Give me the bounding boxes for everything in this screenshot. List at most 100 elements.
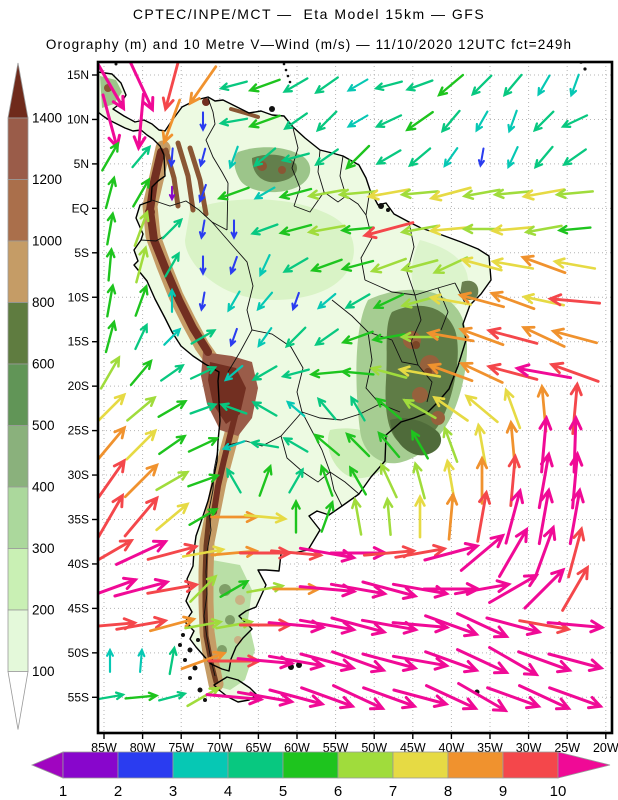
orography-colorbar-segment xyxy=(7,425,29,488)
wind-arrow xyxy=(189,402,218,415)
longitude-tick-label: 70W xyxy=(207,741,233,755)
wind-arrow xyxy=(98,458,127,501)
wind-arrow xyxy=(486,686,542,710)
wind-colorbar-segment xyxy=(282,751,339,779)
wind-colorbar-label: 5 xyxy=(279,783,287,800)
wind-arrow xyxy=(149,615,197,633)
wind-arrow xyxy=(537,487,554,546)
wind-arrow xyxy=(146,542,199,561)
wind-arrow xyxy=(425,684,479,711)
country-border xyxy=(226,182,229,231)
wind-arrow xyxy=(561,564,589,612)
orography-colorbar-segment xyxy=(7,609,29,672)
wind-arrow xyxy=(567,526,586,579)
orography-colorbar-label: 200 xyxy=(32,603,55,618)
orography-colorbar-label: 300 xyxy=(32,541,55,556)
country-border xyxy=(291,127,301,207)
longitude-tick-label: 25W xyxy=(554,741,580,755)
wind-arrow xyxy=(329,582,388,599)
orography-under-arrow xyxy=(7,671,29,730)
wind-arrow xyxy=(456,648,510,675)
wind-arrow xyxy=(517,650,573,674)
wind-colorbar-label: 3 xyxy=(169,783,177,800)
wind-arrow xyxy=(397,365,442,378)
wind-arrow xyxy=(489,290,536,311)
wind-colorbar-label: 9 xyxy=(499,783,507,800)
wind-arrow xyxy=(282,437,309,453)
wind-arrow xyxy=(199,111,207,132)
wind-arrow xyxy=(306,224,346,236)
wind-arrow xyxy=(259,254,271,278)
wind-arrow xyxy=(432,395,469,422)
orography-colorbar-segment xyxy=(7,486,29,549)
wind-arrow xyxy=(187,473,221,488)
orography-colorbar-segment xyxy=(7,117,29,180)
orography-colorbar-segment xyxy=(7,179,29,242)
orography-colorbar-segment xyxy=(7,548,29,611)
wind-arrow xyxy=(218,117,249,127)
latitude-tick-label: 25S xyxy=(68,424,89,438)
wind-arrow xyxy=(464,394,499,424)
wind-arrow xyxy=(314,328,339,347)
wind-arrow xyxy=(427,362,474,383)
wind-arrow xyxy=(422,582,482,596)
wind-arrow xyxy=(362,221,415,240)
island xyxy=(188,676,192,680)
wind-arrow xyxy=(486,326,539,345)
latitude-tick-label: 45S xyxy=(68,601,89,615)
wind-arrow xyxy=(230,219,238,240)
island xyxy=(192,665,198,671)
wind-colorbar-segment xyxy=(117,751,174,779)
wind-arrow xyxy=(128,62,155,113)
wind-arrow xyxy=(360,618,419,635)
terrain-ridge xyxy=(187,145,209,217)
wind-colorbar-label: 1 xyxy=(59,783,67,800)
country-border xyxy=(205,97,229,184)
wind-arrow xyxy=(161,217,184,240)
terrain-patch xyxy=(278,166,286,174)
latitude-tick-label: 5S xyxy=(74,246,89,260)
wind-arrow xyxy=(229,327,238,348)
wind-arrow xyxy=(228,145,239,170)
wind-arrow xyxy=(375,149,402,165)
wind-arrow xyxy=(198,183,207,204)
wind-arrow xyxy=(475,455,489,505)
wind-arrow xyxy=(283,112,308,131)
island xyxy=(269,106,275,112)
wind-arrow xyxy=(371,333,406,344)
wind-arrow xyxy=(188,65,218,106)
wind-colorbar-segment xyxy=(502,751,559,779)
orography-over-arrow xyxy=(7,62,29,119)
longitude-labels: 85W 80W 75W 70W 65W 60W 55W 50W 45W 40W 35W 30W 25W 2… xyxy=(91,741,618,755)
latitude-tick-label: 5N xyxy=(74,157,89,171)
wind-arrow xyxy=(221,440,246,451)
wind-arrow xyxy=(160,363,185,382)
wind-arrow xyxy=(106,283,117,318)
longitude-tick-label: 20W xyxy=(593,741,618,755)
wind-arrow-layer xyxy=(98,62,606,713)
wind-arrow xyxy=(223,364,244,382)
wind-arrow xyxy=(123,495,159,538)
wind-arrow xyxy=(291,291,300,312)
wind-arrow xyxy=(280,368,310,380)
wind-arrow xyxy=(339,367,375,378)
wind-arrow xyxy=(199,255,207,276)
wind-colorbar-labels: 1 2 3 4 5 6 7 8 9 10 xyxy=(59,783,567,800)
wind-arrow xyxy=(457,682,509,713)
country-border xyxy=(301,403,381,421)
wind-arrow xyxy=(161,62,180,112)
wind-arrow xyxy=(115,539,169,566)
longitude-tick-label: 30W xyxy=(516,741,542,755)
wind-arrow xyxy=(218,80,248,92)
wind-arrow xyxy=(115,615,169,631)
wind-arrow xyxy=(180,650,227,671)
wind-arrow xyxy=(568,487,585,546)
terrain-patch xyxy=(412,341,420,349)
wind-arrow xyxy=(362,686,418,710)
orography-colorbar-segment xyxy=(7,302,29,365)
country-border xyxy=(203,448,219,677)
wind-arrow xyxy=(98,539,135,562)
wind-arrow xyxy=(216,186,250,201)
wind-arrow xyxy=(456,612,510,639)
wind-arrow xyxy=(249,439,280,449)
